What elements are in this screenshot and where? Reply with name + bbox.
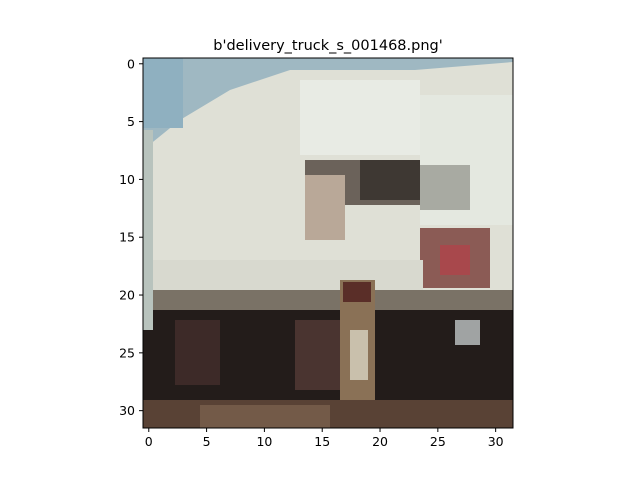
y-tick-label: 15 xyxy=(119,230,135,245)
y-tick-label: 30 xyxy=(119,403,135,418)
x-axis: 0 5 10 15 20 25 30 xyxy=(145,428,504,449)
left-edge-band xyxy=(143,130,153,330)
wheel-area-left xyxy=(175,320,220,385)
x-tick-label: 15 xyxy=(314,434,330,449)
x-tick-label: 20 xyxy=(372,434,388,449)
gray-detail xyxy=(455,320,480,345)
y-tick-label: 0 xyxy=(127,56,135,71)
truck-lower-stripe xyxy=(143,260,423,290)
x-tick-label: 25 xyxy=(430,434,446,449)
x-tick-label: 0 xyxy=(145,434,153,449)
y-tick-label: 20 xyxy=(119,288,135,303)
truck-shadow-band xyxy=(143,290,513,310)
ground-light xyxy=(200,405,330,428)
left-sky-edge xyxy=(143,58,183,128)
image-panel xyxy=(143,58,513,428)
y-tick-label: 5 xyxy=(127,114,135,129)
truck-panel-top xyxy=(300,80,420,155)
cab-window-dark xyxy=(360,160,420,200)
driver-figure xyxy=(305,175,345,240)
cab-window-gray xyxy=(420,165,470,210)
y-axis: 0 5 10 15 20 25 30 xyxy=(119,56,143,418)
person-head xyxy=(343,282,371,302)
person-highlight xyxy=(350,330,368,380)
x-tick-label: 10 xyxy=(256,434,272,449)
x-tick-label: 5 xyxy=(203,434,211,449)
wheel-area-mid xyxy=(295,320,340,390)
y-tick-label: 25 xyxy=(119,345,135,360)
red-light-center xyxy=(440,245,470,275)
y-tick-label: 10 xyxy=(119,172,135,187)
figure-title: b'delivery_truck_s_001468.png' xyxy=(213,38,442,54)
image-frame xyxy=(142,57,514,429)
x-tick-label: 30 xyxy=(488,434,504,449)
